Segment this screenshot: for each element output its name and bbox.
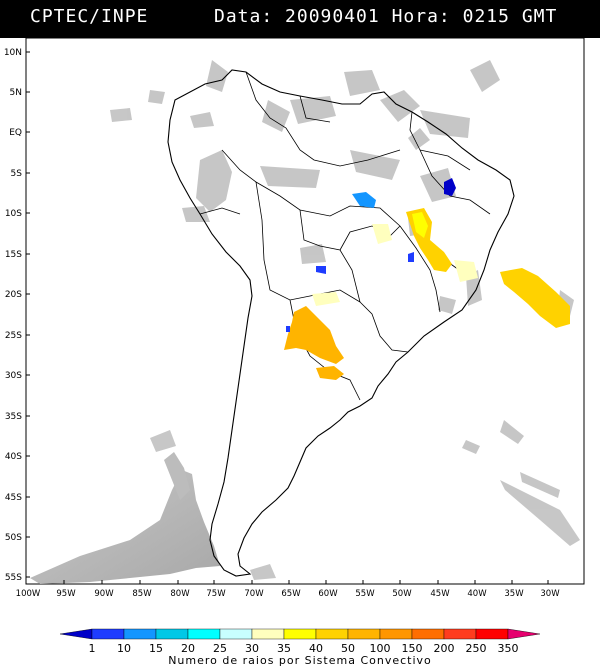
lat-tick: 5N [10,88,22,98]
colorbar-segment [347,628,381,640]
system-atlantic [500,268,570,328]
longitude-ticks [63,580,549,584]
colorbar-label: 10 [117,642,131,655]
colorbar [59,628,541,640]
lat-tick: 35S [5,412,22,422]
lon-tick: 50W [392,589,412,599]
system-blue-mt [316,266,326,274]
lat-tick: 55S [5,573,22,583]
colorbar-segment [219,628,253,640]
date-value: 20090401 [285,6,380,27]
colorbar-label: 15 [149,642,163,655]
lon-tick: 30W [540,589,560,599]
system-yellow-bahia-2 [412,212,428,238]
legend-title: Numero de raios por Sistema Convectivo [168,654,432,667]
colorbar-label: 100 [370,642,391,655]
colorbar-label: 1 [89,642,96,655]
latitude-axis: 10N 5N EQ 5S 10S 15S 20S 25S 30S 35S 40S… [4,48,22,583]
colorbar-label: 20 [181,642,195,655]
lon-tick: 100W [16,589,41,599]
colorbar-segment [251,628,285,640]
colorbar-segment [411,628,445,640]
colorbar-segment [315,628,349,640]
lat-tick: 15S [5,250,22,260]
system-light-yellow-3 [312,292,340,306]
system-cyan-amazon [352,192,376,208]
lat-tick: 25S [5,331,22,341]
system-light-yellow-2 [372,224,392,244]
colorbar-segment [379,628,413,640]
lon-tick: 75W [206,589,226,599]
system-blue-ne [444,178,456,196]
lat-tick: 30S [5,371,22,381]
colorbar-label: 350 [498,642,519,655]
lon-tick: 80W [170,589,190,599]
colorbar-labels: 1 10 15 20 25 30 35 40 50 100 150 200 250 350 [89,642,519,655]
lightning-systems [284,178,570,380]
system-blue-py [286,326,290,332]
latitude-ticks [26,51,30,578]
cloud-band-patagonia [30,470,220,584]
colorbar-segment [443,628,477,640]
lon-tick: 35W [504,589,524,599]
lon-tick: 65W [281,589,301,599]
lat-tick: 20S [5,290,22,300]
colorbar-segment [283,628,317,640]
lat-tick: EQ [9,128,22,138]
lat-tick: 5S [11,169,23,179]
cloud-band-tail [164,452,190,500]
timestamp-label: Data: 20090401 Hora: 0215 GMT [214,6,557,27]
timezone: GMT [521,6,558,27]
continent-outline [167,69,515,577]
source-label: CPTEC/INPE [30,6,149,27]
longitude-axis: 100W 95W 90W 85W 80W 75W 70W 65W 60W 55W… [16,589,561,599]
lat-tick: 50S [5,533,22,543]
lat-tick: 45S [5,493,22,503]
lon-tick: 55W [355,589,375,599]
colorbar-segment [187,628,221,640]
hour-label: Hora: [391,6,451,27]
colorbar-label: 35 [277,642,291,655]
colorbar-segment [91,628,125,640]
colorbar-label: 200 [434,642,455,655]
colorbar-label: 250 [466,642,487,655]
system-blue-go [408,252,414,262]
colorbar-label: 40 [309,642,323,655]
lat-tick: 10N [4,48,22,58]
lat-tick: 10S [5,209,22,219]
lat-tick: 40S [5,452,22,462]
colorbar-segment [123,628,157,640]
colorbar-segment [475,628,509,640]
title-bar: CPTEC/INPE Data: 20090401 Hora: 0215 GMT [0,0,600,38]
colorbar-segment [507,628,541,640]
colorbar-label: 50 [341,642,355,655]
lon-tick: 85W [132,589,152,599]
lon-tick: 95W [56,589,76,599]
system-argentina-south [316,366,344,380]
hour-value: 0215 [462,6,510,27]
colorbar-segment [59,628,93,640]
colorbar-label: 30 [245,642,259,655]
lon-tick: 60W [318,589,338,599]
lon-tick: 40W [467,589,487,599]
system-paraguay [284,306,344,364]
lon-tick: 90W [94,589,114,599]
colorbar-segment [155,628,189,640]
lon-tick: 70W [244,589,264,599]
system-light-yellow-1 [454,260,478,282]
colorbar-label: 150 [402,642,423,655]
colorbar-label: 25 [213,642,227,655]
date-label: Data: [214,6,274,27]
lon-tick: 45W [430,589,450,599]
cloud-cover [110,60,580,580]
